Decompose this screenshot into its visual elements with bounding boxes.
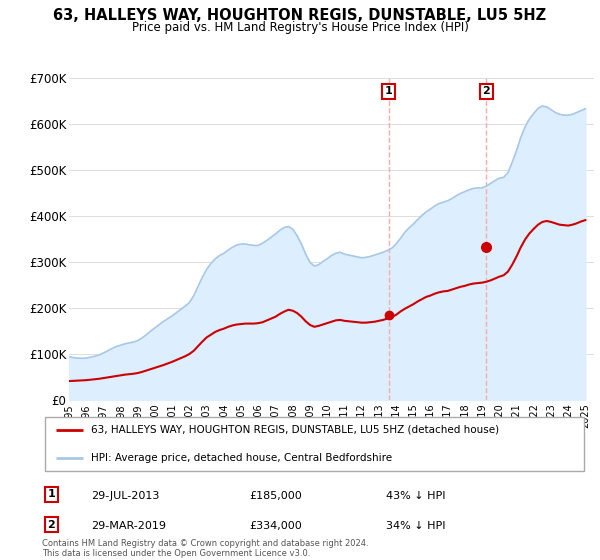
Text: 1: 1 bbox=[385, 86, 392, 96]
Text: £334,000: £334,000 bbox=[250, 521, 302, 531]
Text: 2: 2 bbox=[47, 520, 55, 530]
FancyBboxPatch shape bbox=[45, 417, 584, 471]
Text: 34% ↓ HPI: 34% ↓ HPI bbox=[386, 521, 445, 531]
Text: 2: 2 bbox=[482, 86, 490, 96]
Text: Price paid vs. HM Land Registry's House Price Index (HPI): Price paid vs. HM Land Registry's House … bbox=[131, 21, 469, 34]
Text: 63, HALLEYS WAY, HOUGHTON REGIS, DUNSTABLE, LU5 5HZ: 63, HALLEYS WAY, HOUGHTON REGIS, DUNSTAB… bbox=[53, 8, 547, 24]
Text: HPI: Average price, detached house, Central Bedfordshire: HPI: Average price, detached house, Cent… bbox=[91, 453, 392, 463]
Text: 1: 1 bbox=[47, 489, 55, 500]
Text: Contains HM Land Registry data © Crown copyright and database right 2024.
This d: Contains HM Land Registry data © Crown c… bbox=[42, 539, 368, 558]
Text: 29-MAR-2019: 29-MAR-2019 bbox=[91, 521, 166, 531]
Text: £185,000: £185,000 bbox=[250, 491, 302, 501]
Text: 29-JUL-2013: 29-JUL-2013 bbox=[91, 491, 160, 501]
Text: 43% ↓ HPI: 43% ↓ HPI bbox=[386, 491, 445, 501]
Text: 63, HALLEYS WAY, HOUGHTON REGIS, DUNSTABLE, LU5 5HZ (detached house): 63, HALLEYS WAY, HOUGHTON REGIS, DUNSTAB… bbox=[91, 424, 499, 435]
